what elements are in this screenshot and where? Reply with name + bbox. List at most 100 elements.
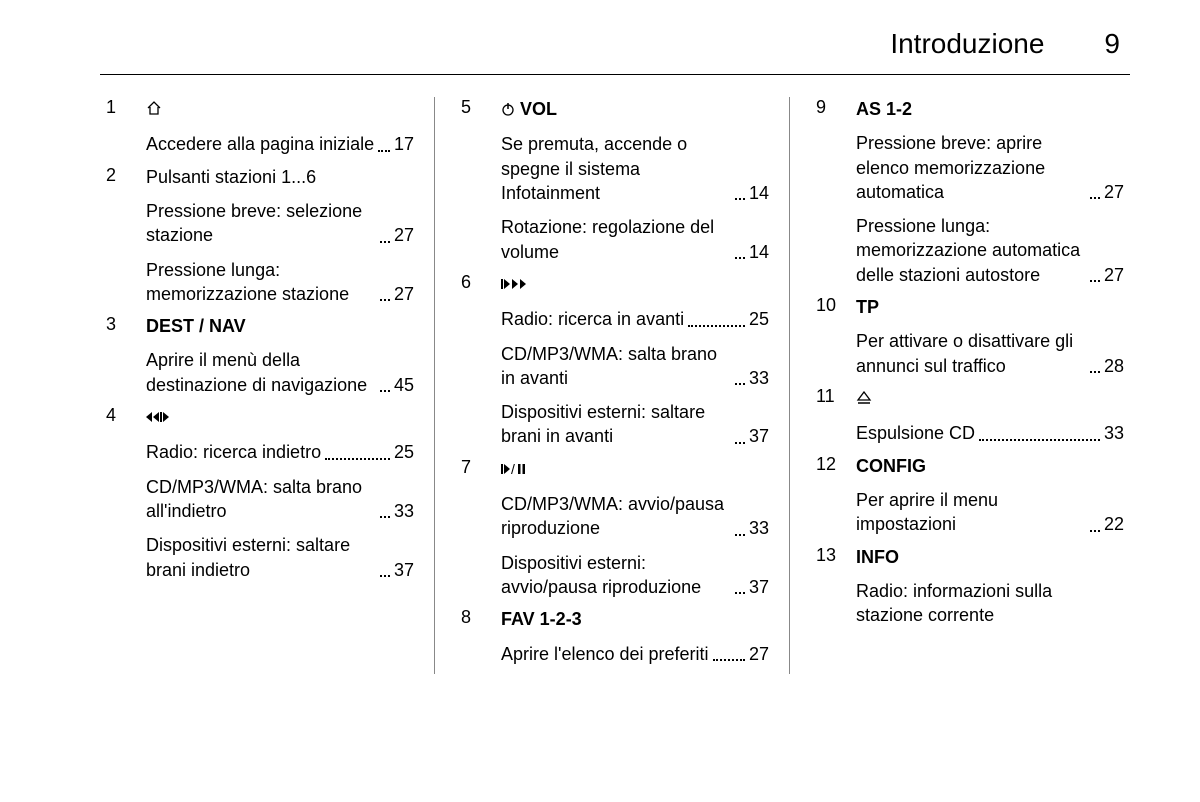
leader-dots: [380, 241, 390, 243]
entry-number: 4: [106, 405, 132, 582]
toc-entry: 4 Radio: ricerca indietro25 CD/MP3/WMA: s…: [106, 405, 414, 582]
toc-entry: 12 CONFIG Per aprire il menu impostazioni 2…: [816, 454, 1124, 537]
entry-title-text: FAV 1-2-3: [501, 609, 582, 629]
entry-sub: CD/MP3/WMA: salta brano all'indietro33: [146, 475, 414, 524]
page-reference: 33: [749, 516, 769, 540]
entry-number: 7: [461, 457, 487, 600]
entry-body: DEST / NAVAprire il menù della destinazi…: [146, 314, 414, 397]
entry-number: 6: [461, 272, 487, 449]
page-reference: 33: [1104, 421, 1124, 445]
entry-body: Radio: ricerca in avanti25CD/MP3/WMA: sa…: [501, 272, 769, 449]
leader-dots: [380, 516, 390, 518]
entry-sub-text: CD/MP3/WMA: salta brano in avanti: [501, 342, 731, 391]
entry-number: 9: [816, 97, 842, 287]
entry-sub: Pressione lunga: memorizzazione automati…: [856, 214, 1124, 287]
column: 5 VOL Se premuta, accende o spegne il sis…: [455, 97, 790, 674]
forward-icon: [501, 273, 529, 297]
entry-title: TP: [856, 295, 1124, 319]
entry-sub-text: Dispositivi esterni: avvio/pausa riprodu…: [501, 551, 731, 600]
entry-title: [146, 405, 414, 430]
manual-page: Introduzione 9 1 Accedere alla pagina in…: [0, 0, 1200, 714]
entry-number: 3: [106, 314, 132, 397]
page-reference: 14: [749, 240, 769, 264]
leader-dots: [380, 575, 390, 577]
entry-sub: Pressione breve: aprire elenco memorizza…: [856, 131, 1124, 204]
entry-body: Espulsione CD33: [856, 386, 1124, 446]
entry-sub-text: Per attivare o disattivare gli annunci s…: [856, 329, 1086, 378]
page-reference: 27: [749, 642, 769, 666]
leader-dots: [735, 257, 745, 259]
leader-dots: [735, 383, 745, 385]
entry-number: 12: [816, 454, 842, 537]
page-reference: 27: [1104, 263, 1124, 287]
entry-number: 5: [461, 97, 487, 264]
entry-body: VOL Se premuta, accende o spegne il siste…: [501, 97, 769, 264]
entry-title-text: VOL: [520, 99, 557, 119]
entry-sub-text: CD/MP3/WMA: avvio/pausa riproduzione: [501, 492, 731, 541]
leader-dots: [380, 299, 390, 301]
entry-sub: Accedere alla pagina iniziale 17: [146, 132, 414, 156]
entry-title-text: CONFIG: [856, 456, 926, 476]
entry-sub-text: Pressione breve: selezione stazione: [146, 199, 376, 248]
entry-number: 11: [816, 386, 842, 446]
leader-dots: [1090, 530, 1100, 532]
entry-title: DEST / NAV: [146, 314, 414, 338]
entry-title: AS 1-2: [856, 97, 1124, 121]
toc-entry: 5 VOL Se premuta, accende o spegne il sis…: [461, 97, 769, 264]
leader-dots: [735, 534, 745, 536]
entry-sub: Espulsione CD33: [856, 421, 1124, 445]
entry-title: [146, 97, 414, 122]
entry-title: VOL: [501, 97, 769, 122]
entry-sub: Pressione breve: selezione stazione27: [146, 199, 414, 248]
entry-sub-text: Radio: informazioni sulla stazione corre…: [856, 579, 1124, 628]
page-reference: 33: [749, 366, 769, 390]
content-columns: 1 Accedere alla pagina iniziale172Pulsan…: [100, 97, 1130, 674]
entry-sub: CD/MP3/WMA: salta brano in avanti 33: [501, 342, 769, 391]
entry-sub-text: Pressione lunga: memorizzazione automati…: [856, 214, 1086, 287]
entry-body: Pulsanti stazioni 1...6Pressione breve: …: [146, 165, 414, 306]
entry-sub-text: Accedere alla pagina iniziale: [146, 132, 374, 156]
header-divider: [100, 74, 1130, 75]
leader-dots: [1090, 280, 1100, 282]
entry-number: 13: [816, 545, 842, 628]
entry-title-text: TP: [856, 297, 879, 317]
entry-sub: Per aprire il menu impostazioni 22: [856, 488, 1124, 537]
entry-title: FAV 1-2-3: [501, 607, 769, 631]
toc-entry: 8FAV 1-2-3Aprire l'elenco dei preferiti2…: [461, 607, 769, 666]
leader-dots: [1090, 197, 1100, 199]
entry-body: Radio: ricerca indietro25 CD/MP3/WMA: sal…: [146, 405, 414, 582]
entry-sub: Dispositivi esterni: avvio/pausa riprodu…: [501, 551, 769, 600]
leader-dots: [735, 198, 745, 200]
page-reference: 45: [394, 373, 414, 397]
entry-sub-text: Rotazione: regolazione del volume: [501, 215, 731, 264]
entry-body: AS 1-2 Pressione breve: aprire elenco mem…: [856, 97, 1124, 287]
column: 1 Accedere alla pagina iniziale172Pulsan…: [100, 97, 435, 674]
page-reference: 28: [1104, 354, 1124, 378]
entry-sub-text: Dispositivi esterni: saltare brani indie…: [146, 533, 376, 582]
leader-dots: [378, 150, 390, 152]
entry-body: Accedere alla pagina iniziale 17: [146, 97, 414, 157]
leader-dots: [380, 390, 390, 392]
entry-sub: Radio: ricerca indietro25: [146, 440, 414, 464]
toc-entry: 1 Accedere alla pagina iniziale17: [106, 97, 414, 157]
page-reference: 27: [1104, 180, 1124, 204]
leader-dots: [735, 592, 745, 594]
entry-title-text: DEST / NAV: [146, 316, 246, 336]
entry-number: 2: [106, 165, 132, 306]
toc-entry: 9 AS 1-2 Pressione breve: aprire elenco me…: [816, 97, 1124, 287]
entry-sub: Se premuta, accende o spegne il sistema …: [501, 132, 769, 205]
page-reference: 17: [394, 132, 414, 156]
entry-sub: Radio: informazioni sulla stazione corre…: [856, 579, 1124, 628]
page-number: 9: [1104, 28, 1120, 60]
entry-title-text: AS 1-2: [856, 99, 912, 119]
page-reference: 22: [1104, 512, 1124, 536]
toc-entry: 11 Espulsione CD33: [816, 386, 1124, 446]
entry-body: INFORadio: informazioni sulla stazione c…: [856, 545, 1124, 628]
entry-body: / CD/MP3/WMA: avvio/pausa riproduzione33…: [501, 457, 769, 600]
page-header: Introduzione 9: [100, 28, 1130, 60]
entry-sub-text: Per aprire il menu impostazioni: [856, 488, 1086, 537]
page-reference: 37: [749, 424, 769, 448]
entry-number: 8: [461, 607, 487, 666]
entry-sub: CD/MP3/WMA: avvio/pausa riproduzione 33: [501, 492, 769, 541]
entry-title: [501, 272, 769, 297]
